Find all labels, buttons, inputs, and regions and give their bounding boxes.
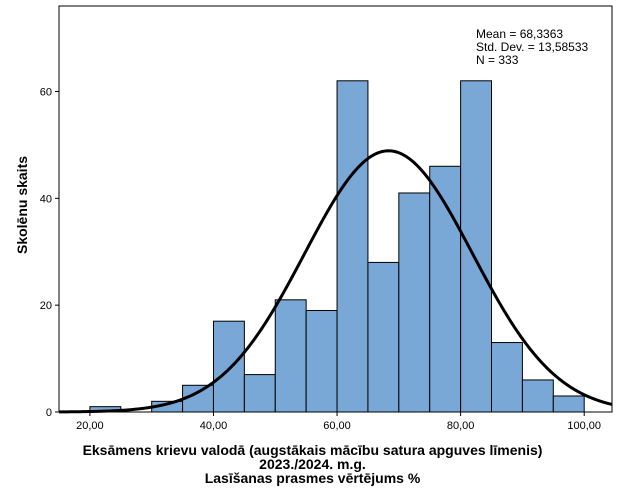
histogram-bar-10 <box>398 192 431 413</box>
x-tick-label: 40,00 <box>200 420 228 432</box>
x-axis-label-line-3: Lasīšanas prasmes vērtējums % <box>204 470 421 486</box>
x-tick-label: 60,00 <box>323 420 351 432</box>
histogram-bars <box>89 80 585 413</box>
normal-curve <box>58 149 613 414</box>
y-axis: 0 20 40 60 <box>40 86 59 419</box>
stats-std-dev: Std. Dev. = 13,58533 <box>476 40 589 54</box>
stats-mean: Mean = 68,3363 <box>476 27 564 41</box>
y-tick-label: 0 <box>46 407 52 419</box>
plot-frame <box>58 5 613 413</box>
histogram-bar-9 <box>367 261 400 413</box>
stats-n: N = 333 <box>476 53 519 67</box>
histogram-bar-13 <box>491 342 523 413</box>
y-tick-label: 40 <box>40 193 52 205</box>
histogram-bar-15 <box>552 395 585 413</box>
histogram-bar-5 <box>243 374 276 413</box>
histogram-bar-14 <box>521 379 554 413</box>
x-tick-label: 20,00 <box>76 420 104 432</box>
histogram-bar-4 <box>212 320 245 413</box>
y-tick-label: 60 <box>40 86 52 98</box>
stats-box: Mean = 68,3363 Std. Dev. = 13,58533 N = … <box>476 28 588 67</box>
histogram-bar-12 <box>460 80 493 413</box>
y-tick-label: 20 <box>40 300 52 312</box>
y-axis-label: Skolēnu skaits <box>14 155 30 255</box>
x-axis-label-line-1: Eksāmens krievu valodā (augstākais mācīb… <box>82 442 543 458</box>
x-tick-label: 100,00 <box>567 420 601 432</box>
histogram-bar-6 <box>274 299 307 413</box>
x-tick-label: 80,00 <box>447 420 475 432</box>
x-axis-label-line-2: 2023./2024. m.g. <box>259 456 366 472</box>
x-axis: 20,00 40,00 60,00 80,00 100,00 <box>76 412 601 432</box>
histogram-bar-8 <box>336 80 369 413</box>
histogram-bar-7 <box>305 310 338 413</box>
